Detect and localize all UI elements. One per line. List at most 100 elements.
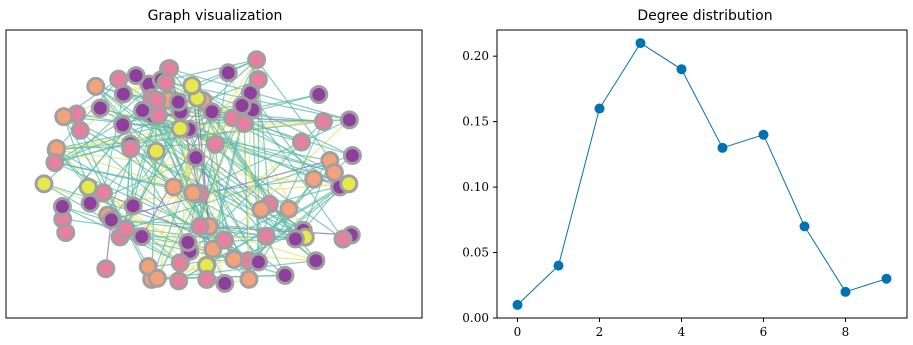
graph-node (190, 216, 210, 236)
graph-node (169, 271, 189, 291)
graph-node (202, 102, 222, 122)
graph-panel: Graph visualization (5, 8, 423, 319)
graph-node (54, 107, 74, 127)
graph-edge (55, 78, 120, 151)
graph-edge (196, 97, 286, 276)
graph-node (249, 252, 269, 272)
graph-node (109, 69, 129, 89)
graph-node (123, 196, 143, 216)
graph-node (70, 120, 90, 140)
graph-node (339, 174, 359, 194)
graph-node (279, 199, 299, 219)
graph-node (342, 146, 362, 166)
graph-node (247, 50, 267, 70)
graph-node (183, 183, 203, 203)
degree-point (799, 221, 810, 232)
degree-point (676, 64, 687, 75)
graph-node (285, 229, 305, 249)
graph-edge (247, 183, 350, 262)
degree-axes: 0 2 4 6 8 0.00 0.05 0.10 0.15 0.20 (462, 29, 908, 339)
graph-node (251, 200, 271, 220)
x-tick-label: 0 (514, 325, 522, 339)
x-tick-label: 8 (842, 325, 850, 339)
graph-edge (209, 225, 267, 237)
graph-node (339, 110, 359, 130)
degree-point (717, 142, 728, 153)
graph-edge (125, 154, 353, 230)
degree-series (512, 38, 892, 310)
y-tick-label: 0.10 (462, 180, 489, 194)
graph-node (52, 197, 72, 217)
graph-node (156, 73, 176, 93)
graph-node (313, 111, 333, 131)
graph-edge (232, 117, 262, 210)
graph-node (86, 76, 106, 96)
graph-node (256, 226, 276, 246)
degree-point (594, 103, 605, 114)
graph-node (170, 119, 190, 139)
graph-node (34, 174, 54, 194)
graph-edge (179, 59, 258, 130)
graph-node (224, 249, 244, 269)
graph-node (232, 96, 252, 116)
graph-node (215, 273, 235, 293)
x-tick-label: 6 (760, 325, 768, 339)
graph-node (133, 100, 153, 120)
degree-point (840, 286, 851, 297)
degree-title: Degree distribution (637, 8, 772, 24)
graph-node (186, 148, 206, 168)
graph-node (304, 169, 324, 189)
graph-node (309, 85, 329, 105)
graph-node (291, 132, 311, 152)
graph-node (132, 227, 152, 247)
graph-node (239, 269, 259, 289)
graph-node (234, 113, 254, 133)
graph-edge (157, 258, 235, 279)
degree-panel: Degree distribution 0 2 4 6 8 0.00 0.05 0.10 0.1… (462, 8, 908, 339)
graph-node (275, 265, 295, 285)
degree-point (553, 260, 564, 271)
graph-edge (130, 148, 306, 238)
y-tick-label: 0.20 (462, 49, 489, 63)
graph-node (93, 183, 113, 203)
graph-node (324, 162, 344, 182)
graph-frame (5, 29, 423, 319)
y-tick-label: 0.05 (462, 246, 489, 260)
graph-node (121, 139, 141, 159)
graph-edge (111, 159, 331, 221)
graph-node (96, 259, 116, 279)
graph-edge (125, 144, 131, 230)
degree-frame (496, 29, 908, 319)
graph-node (306, 251, 326, 271)
graph-node (248, 70, 268, 90)
graph-node (126, 66, 146, 86)
graph-node (147, 268, 167, 288)
x-tick-label: 2 (596, 325, 604, 339)
graph-node (90, 98, 110, 118)
graph-edge (95, 86, 201, 227)
graph-edge (199, 144, 216, 227)
graph-node (101, 210, 121, 230)
graph-node (215, 230, 235, 250)
graph-nodes (34, 50, 362, 293)
graph-node (178, 232, 198, 252)
degree-point (635, 38, 646, 49)
degree-point (881, 273, 892, 284)
degree-line (517, 42, 887, 306)
x-tick-label: 4 (678, 325, 686, 339)
graph-node (56, 222, 76, 242)
graph-edge (148, 258, 234, 268)
graph-edge (54, 161, 174, 188)
graph-edge (199, 225, 317, 262)
graph-node (113, 115, 133, 135)
y-tick-label: 0.15 (462, 115, 489, 129)
graph-edge (168, 59, 257, 101)
graph-edge (187, 111, 213, 243)
graph-node (168, 92, 188, 112)
graph-edge (151, 99, 158, 280)
degree-point (758, 129, 769, 140)
graph-node (240, 83, 260, 103)
graph-node (333, 229, 353, 249)
graph-node (78, 177, 98, 197)
